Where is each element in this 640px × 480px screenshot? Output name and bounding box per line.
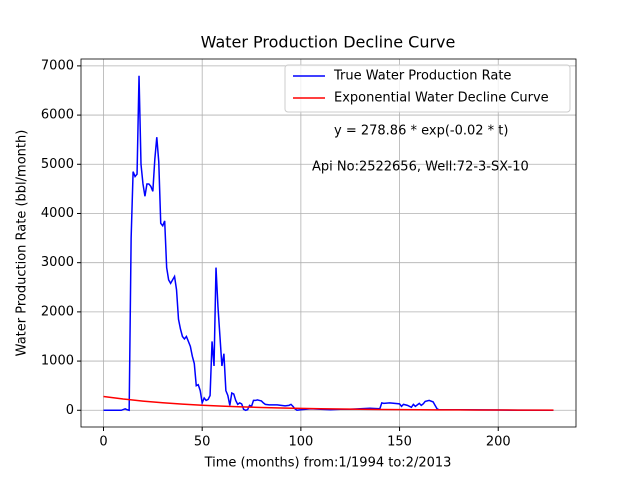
y-tick-label: 0 (66, 403, 74, 418)
x-tick-label: 0 (99, 435, 107, 450)
y-tick-label: 6000 (41, 108, 74, 123)
plot-frame (80, 58, 577, 428)
y-axis-label: Water Production Rate (bbl/month) (15, 130, 30, 357)
series-line (103, 395, 554, 411)
annotation: Api No:2522656, Well:72-3-SX-10 (312, 160, 529, 175)
y-tick-label: 1000 (41, 354, 74, 369)
y-tick-label: 3000 (41, 255, 74, 270)
annotation: y = 278.86 * exp(-0.02 * t) (334, 124, 508, 139)
y-tick-label: 5000 (41, 157, 74, 172)
legend-label: True Water Production Rate (333, 69, 511, 84)
legend-label: Exponential Water Decline Curve (334, 91, 549, 106)
x-tick-label: 50 (194, 435, 211, 450)
x-tick-label: 200 (486, 435, 511, 450)
chart-title: Water Production Decline Curve (201, 33, 456, 52)
x-tick-label: 100 (288, 435, 313, 450)
x-tick-label: 150 (387, 435, 412, 450)
y-tick-label: 7000 (41, 58, 74, 73)
y-tick-label: 4000 (41, 206, 74, 221)
series-line (103, 75, 554, 412)
legend-box (284, 64, 571, 113)
x-axis-label: Time (months) from:1/1994 to:2/2013 (204, 456, 452, 471)
y-tick-label: 2000 (41, 304, 74, 319)
